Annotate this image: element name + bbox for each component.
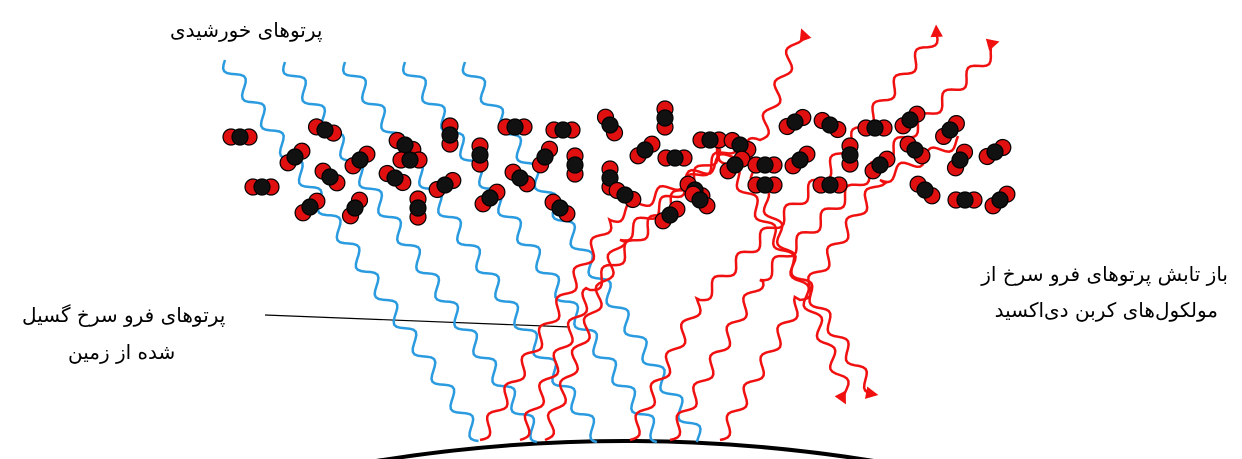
atom — [757, 177, 773, 193]
atom — [402, 152, 418, 168]
co2-molecule — [223, 129, 257, 145]
atom — [567, 157, 583, 173]
atom — [842, 147, 858, 163]
reemitted-label: مولکول‌های کربن دی‌اکسید — [995, 298, 1218, 322]
co2-molecule — [748, 177, 782, 193]
co2-molecule — [892, 103, 928, 137]
co2-molecule — [292, 190, 328, 224]
atom — [555, 122, 571, 138]
co2-molecule — [498, 119, 532, 135]
atom — [657, 110, 673, 126]
atom — [442, 127, 458, 143]
co2-molecule — [932, 112, 967, 147]
co2-molecule — [472, 138, 488, 172]
solar-ray — [223, 60, 478, 441]
co2-molecule — [811, 110, 848, 141]
co2-molecule — [842, 138, 858, 172]
infrared-ray — [480, 31, 804, 440]
co2-molecule — [410, 191, 426, 225]
earth-surface — [370, 441, 880, 459]
co2-molecule — [693, 132, 727, 148]
co2-molecule — [546, 122, 580, 138]
leader-line — [265, 315, 570, 327]
atom — [957, 192, 973, 208]
co2-molecule — [657, 101, 673, 135]
atom — [232, 129, 248, 145]
co2-molecule — [782, 143, 818, 177]
emitted-label: پرتوهای فرو سرخ گسیل — [22, 303, 225, 327]
co2-molecule — [907, 173, 943, 207]
atom — [410, 200, 426, 216]
co2-molecule — [813, 177, 847, 193]
atom — [667, 150, 683, 166]
co2-molecule — [606, 180, 643, 211]
co2-molecule — [627, 133, 663, 167]
co2-molecule — [342, 143, 378, 177]
co2-molecule — [595, 106, 626, 143]
atom — [507, 119, 523, 135]
co2-molecule — [567, 148, 583, 182]
co2-molecule — [976, 137, 1013, 168]
co2-molecule — [245, 179, 279, 195]
atom — [472, 147, 488, 163]
atom — [822, 177, 838, 193]
co2-molecule — [945, 141, 976, 178]
atom — [867, 120, 883, 136]
co2-molecule — [948, 192, 982, 208]
co2-molecule — [472, 181, 508, 215]
co2-molecule — [748, 157, 782, 173]
solar-ray — [283, 62, 537, 442]
diagram: پرتوهای خورشیدی پرتوهای فرو سرخ گسیل شده… — [0, 0, 1242, 459]
infrared-ray — [670, 42, 997, 440]
diagram-art — [0, 0, 1242, 459]
co2-molecule — [306, 117, 343, 144]
atom — [254, 179, 270, 195]
co2-molecule — [658, 150, 692, 166]
co2-molecule — [776, 107, 813, 138]
solar-label: پرتوهای خورشیدی — [170, 18, 322, 42]
emitted-label: شده از زمین — [68, 340, 175, 364]
co2-molecule — [426, 170, 463, 201]
co2-molecule — [858, 120, 892, 136]
co2-molecule — [340, 189, 371, 226]
co2-molecule — [982, 183, 1018, 217]
co2-molecule — [442, 118, 458, 152]
reemitted-label: باز تابش پرتوهای فرو سرخ از — [981, 262, 1228, 286]
co2-molecule — [393, 152, 427, 168]
atom — [702, 132, 718, 148]
infrared-ray — [630, 27, 938, 440]
atom — [757, 157, 773, 173]
co2-molecule — [530, 138, 561, 175]
